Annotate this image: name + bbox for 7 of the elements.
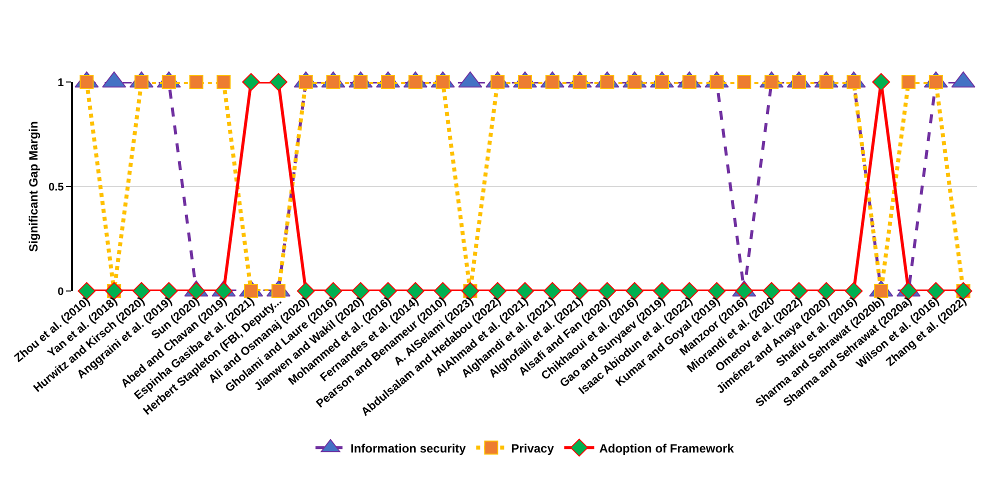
- legend-label: Information security: [350, 441, 466, 456]
- y-tick-label: 1: [58, 76, 64, 89]
- legend-label: Adoption of Framework: [599, 441, 734, 456]
- y-axis-title: Significant Gap Margin: [26, 121, 40, 252]
- y-tick-label: 0.5: [48, 181, 64, 194]
- legend-label: Privacy: [511, 441, 554, 456]
- y-tick-label: 0: [58, 286, 64, 298]
